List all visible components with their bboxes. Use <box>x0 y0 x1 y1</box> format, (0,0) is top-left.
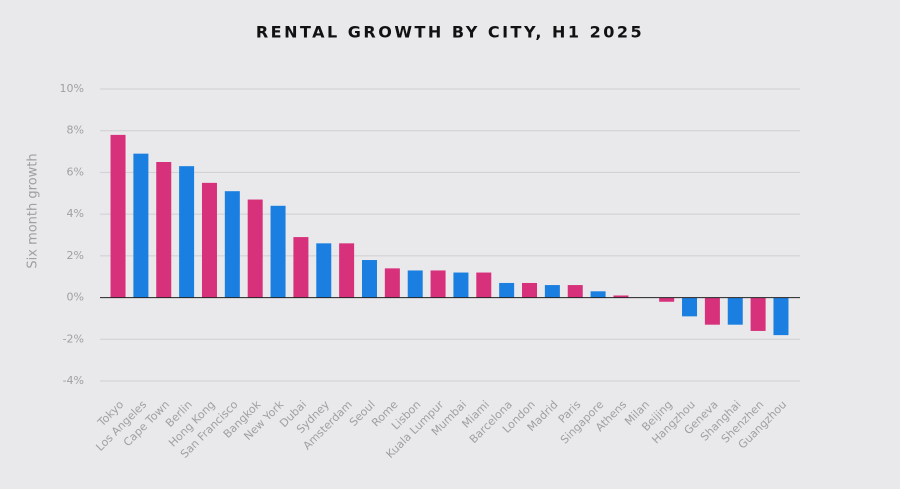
y-tick-label: 6% <box>67 165 84 178</box>
bar <box>499 282 515 298</box>
y-tick-label: 8% <box>67 124 84 137</box>
bar <box>704 297 720 325</box>
bar <box>430 270 446 298</box>
y-axis-title: Six month growth <box>26 153 41 268</box>
bar <box>773 297 789 336</box>
chart-title: RENTAL GROWTH BY CITY, H1 2025 <box>256 23 644 42</box>
y-tick-label: -2% <box>63 332 84 345</box>
y-tick-label: 0% <box>67 291 84 304</box>
bar <box>682 297 698 317</box>
bar <box>544 285 560 298</box>
bar <box>522 282 538 298</box>
bar <box>339 243 355 298</box>
bar <box>476 272 492 298</box>
y-tick-label: -4% <box>63 374 84 387</box>
bar <box>750 297 766 331</box>
bar <box>156 162 172 298</box>
y-tick-label: 2% <box>67 249 84 262</box>
bar <box>133 153 149 298</box>
bar <box>659 297 675 302</box>
y-tick-label: 10% <box>60 82 84 95</box>
bar <box>384 268 400 298</box>
y-tick-label: 4% <box>67 207 84 220</box>
bar <box>613 295 629 298</box>
bar <box>201 182 217 298</box>
bar <box>224 191 240 298</box>
bar <box>453 272 469 298</box>
bar <box>727 297 743 325</box>
bar <box>567 285 583 298</box>
bar <box>590 291 606 298</box>
bar <box>110 134 126 298</box>
bar <box>270 205 286 298</box>
bar <box>361 260 377 298</box>
bar <box>179 166 195 298</box>
bar <box>293 237 309 298</box>
bar <box>407 270 423 298</box>
bar <box>316 243 332 298</box>
bar <box>247 199 263 298</box>
